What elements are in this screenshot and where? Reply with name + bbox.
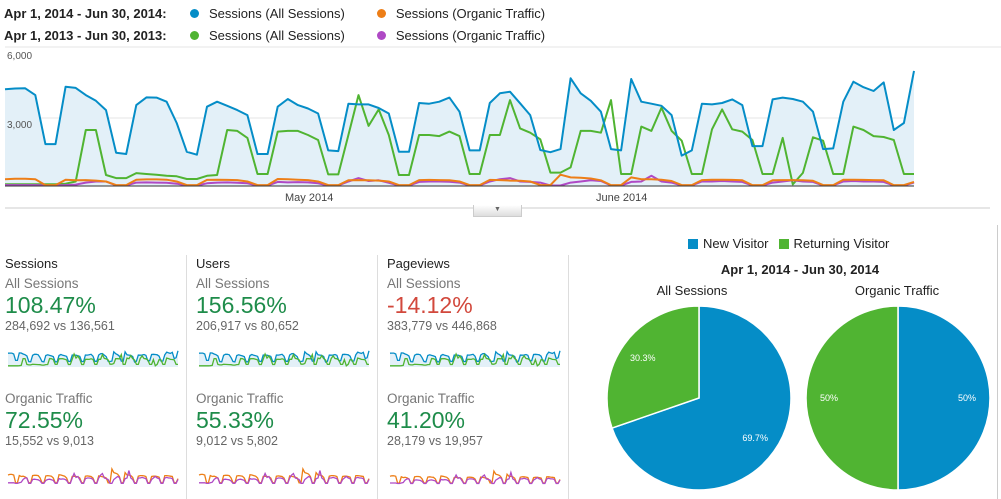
legend-item[interactable]: Returning Visitor — [778, 236, 890, 251]
legend-row-2014: Apr 1, 2014 - Jun 30, 2014: Sessions (Al… — [0, 4, 577, 22]
metric-segment[interactable]: Organic Traffic 72.55% 15,552 vs 9,013 — [5, 391, 185, 450]
legend-label: Returning Visitor — [793, 236, 890, 251]
chart-collapse-toggle[interactable]: ▼ — [473, 205, 522, 217]
divider — [568, 255, 569, 499]
x-tick-label: May 2014 — [285, 192, 334, 204]
legend-label: Sessions (All Sessions) — [209, 27, 345, 43]
metric-segment[interactable]: Organic Traffic 55.33% 9,012 vs 5,802 — [196, 391, 376, 450]
sparkline-series — [390, 470, 561, 485]
date-range-label: Apr 1, 2013 - Jun 30, 2013: — [4, 27, 167, 43]
percent-change: 108.47% — [5, 292, 96, 318]
segment-label: Organic Traffic — [5, 391, 93, 406]
slice-label: 30.3% — [630, 353, 656, 363]
date-range-label: Apr 1, 2014 - Jun 30, 2014: — [4, 5, 167, 21]
legend-item[interactable]: Sessions (Organic Traffic) — [376, 5, 546, 21]
sparkline — [198, 350, 370, 367]
segment-label: All Sessions — [5, 276, 79, 291]
legend-label: Sessions (All Sessions) — [209, 5, 345, 21]
pie-title: Apr 1, 2014 - Jun 30, 2014 — [720, 262, 880, 277]
panel-border — [997, 225, 998, 499]
percent-change: 55.33% — [196, 407, 275, 433]
metric-segment[interactable]: Organic Traffic 41.20% 28,179 vs 19,957 — [387, 391, 567, 450]
series-line — [4, 173, 915, 187]
series-dot-icon — [376, 30, 386, 40]
pie-slice[interactable] — [611, 305, 792, 491]
pie-subtitle: All Sessions — [656, 283, 728, 298]
series-line — [4, 70, 915, 157]
comparison-values: 206,917 vs 80,652 — [196, 319, 299, 333]
legend-item[interactable]: New Visitor — [688, 236, 769, 251]
divider — [186, 255, 187, 499]
percent-change: 72.55% — [5, 407, 84, 433]
pie-slice[interactable] — [805, 305, 899, 491]
area-fill — [5, 70, 914, 186]
legend-item[interactable]: Sessions (All Sessions) — [190, 28, 345, 43]
segment-label: Organic Traffic — [196, 391, 284, 406]
metric-segment[interactable]: All Sessions 108.47% 284,692 vs 136,561 — [5, 276, 185, 335]
metric-title: Sessions — [5, 256, 58, 271]
sparkline — [198, 466, 370, 485]
y-tick-label: 6,000 — [7, 51, 33, 62]
pie-legend: New Visitor Returning Visitor — [688, 236, 889, 251]
series-line — [5, 94, 914, 186]
legend-item[interactable]: Sessions (All Sessions) — [190, 6, 345, 21]
comparison-values: 284,692 vs 136,561 — [5, 319, 115, 333]
legend-label: Sessions (Organic Traffic) — [395, 27, 546, 43]
metric-segment[interactable]: All Sessions 156.56% 206,917 vs 80,652 — [196, 276, 376, 335]
sparkline-series — [8, 470, 179, 485]
sparkline-series — [8, 352, 178, 367]
chevron-down-icon: ▼ — [494, 206, 501, 213]
series-dot-icon — [376, 8, 386, 18]
legend-label: Sessions (Organic Traffic) — [395, 5, 546, 21]
metric-segment[interactable]: All Sessions -14.12% 383,779 vs 446,868 — [387, 276, 567, 335]
sparkline-series — [199, 470, 370, 485]
sparkline — [389, 469, 561, 485]
slice-label: 50% — [958, 393, 976, 403]
sparkline — [7, 350, 179, 367]
x-tick-label: June 2014 — [596, 192, 648, 204]
sparkline — [7, 466, 179, 485]
metric-title: Pageviews — [387, 256, 450, 271]
metric-title: Users — [196, 256, 230, 271]
line-chart — [4, 46, 1001, 209]
pie-subtitle: Organic Traffic — [854, 283, 940, 298]
percent-change: 41.20% — [387, 407, 466, 433]
slice-label: 50% — [820, 393, 838, 403]
sparkline-series — [7, 350, 179, 363]
sparkline-series — [390, 352, 560, 367]
slice-label: 69.7% — [742, 433, 768, 443]
sparkline-series — [198, 350, 370, 363]
sparkline-series — [389, 350, 561, 363]
legend-label: New Visitor — [703, 236, 769, 251]
comparison-values: 9,012 vs 5,802 — [196, 434, 279, 448]
segment-label: Organic Traffic — [387, 391, 475, 406]
y-tick-label: 3,000 — [7, 120, 33, 131]
segment-label: All Sessions — [387, 276, 461, 291]
legend-row-2013: Apr 1, 2013 - Jun 30, 2013: Sessions (Al… — [0, 26, 577, 44]
legend-item[interactable]: Sessions (Organic Traffic) — [376, 27, 546, 43]
legend-swatch-icon — [778, 238, 789, 249]
pie-slice[interactable] — [897, 305, 991, 491]
percent-change: 156.56% — [196, 292, 287, 318]
comparison-values: 28,179 vs 19,957 — [387, 434, 483, 448]
comparison-values: 383,779 vs 446,868 — [387, 319, 497, 333]
series-dot-icon — [190, 8, 199, 18]
segment-label: All Sessions — [196, 276, 270, 291]
pie-slice[interactable] — [606, 305, 700, 430]
sparkline-series — [199, 352, 369, 367]
divider — [377, 255, 378, 499]
sparkline — [389, 350, 561, 367]
percent-change: -14.12% — [387, 292, 473, 318]
series-dot-icon — [190, 30, 199, 40]
comparison-values: 15,552 vs 9,013 — [5, 434, 94, 448]
legend-swatch-icon — [688, 238, 698, 249]
